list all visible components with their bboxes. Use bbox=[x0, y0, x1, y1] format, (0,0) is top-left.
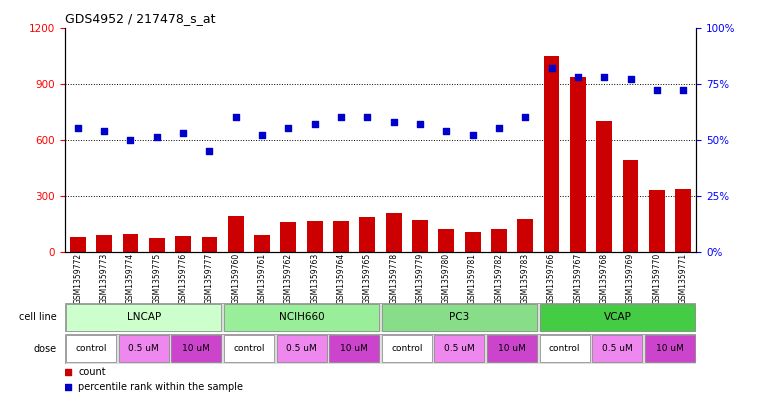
Text: control: control bbox=[233, 344, 265, 353]
Bar bbox=[330, 335, 379, 362]
Bar bbox=[592, 335, 642, 362]
Point bbox=[203, 147, 215, 154]
Bar bbox=[202, 237, 218, 252]
Bar bbox=[438, 229, 454, 252]
Bar bbox=[675, 189, 691, 252]
Bar bbox=[307, 221, 323, 252]
Bar bbox=[597, 121, 612, 252]
Text: 10 uM: 10 uM bbox=[656, 344, 684, 353]
Point bbox=[519, 114, 531, 120]
Point bbox=[677, 87, 689, 94]
Bar bbox=[487, 335, 537, 362]
Text: 0.5 uM: 0.5 uM bbox=[286, 344, 317, 353]
Text: 10 uM: 10 uM bbox=[340, 344, 368, 353]
Text: 10 uM: 10 uM bbox=[498, 344, 526, 353]
Bar bbox=[224, 335, 274, 362]
Point bbox=[238, 189, 250, 195]
Bar bbox=[70, 237, 86, 252]
Point bbox=[335, 114, 347, 120]
Bar bbox=[228, 216, 244, 252]
Point bbox=[309, 121, 321, 127]
Point bbox=[238, 326, 250, 332]
Bar bbox=[66, 304, 221, 331]
Bar bbox=[224, 304, 379, 331]
Text: VCAP: VCAP bbox=[603, 312, 632, 322]
Bar bbox=[276, 335, 326, 362]
Point bbox=[282, 125, 295, 131]
Point bbox=[440, 127, 452, 134]
Point bbox=[414, 121, 426, 127]
Point bbox=[361, 114, 374, 120]
Bar bbox=[540, 335, 590, 362]
Point bbox=[98, 127, 110, 134]
Bar bbox=[175, 236, 191, 252]
Bar bbox=[359, 217, 375, 252]
Point bbox=[230, 114, 242, 120]
Text: count: count bbox=[78, 367, 106, 377]
Text: PC3: PC3 bbox=[449, 312, 470, 322]
Bar bbox=[382, 304, 537, 331]
Bar bbox=[96, 235, 112, 252]
Point bbox=[256, 132, 268, 138]
Bar bbox=[543, 55, 559, 252]
Point bbox=[572, 73, 584, 80]
Bar bbox=[281, 222, 296, 252]
Point bbox=[151, 134, 163, 140]
Bar bbox=[435, 335, 485, 362]
Text: GDS4952 / 217478_s_at: GDS4952 / 217478_s_at bbox=[65, 12, 215, 25]
Bar bbox=[491, 229, 507, 252]
Point bbox=[598, 73, 610, 80]
Bar bbox=[465, 232, 480, 252]
Text: NCIH660: NCIH660 bbox=[279, 312, 324, 322]
Point bbox=[493, 125, 505, 131]
Text: dose: dose bbox=[33, 344, 57, 354]
Point bbox=[466, 132, 479, 138]
Bar bbox=[119, 335, 169, 362]
Bar bbox=[412, 220, 428, 252]
Point bbox=[546, 65, 558, 71]
Bar bbox=[171, 335, 221, 362]
Text: control: control bbox=[549, 344, 581, 353]
Bar bbox=[149, 237, 164, 252]
Point bbox=[72, 125, 84, 131]
Point bbox=[651, 87, 663, 94]
Bar bbox=[622, 160, 638, 252]
Bar bbox=[540, 304, 695, 331]
Text: control: control bbox=[391, 344, 422, 353]
Bar bbox=[645, 335, 695, 362]
Point bbox=[625, 76, 637, 82]
Text: 10 uM: 10 uM bbox=[183, 344, 210, 353]
Text: cell line: cell line bbox=[19, 312, 57, 322]
Text: percentile rank within the sample: percentile rank within the sample bbox=[78, 382, 244, 393]
Bar bbox=[123, 234, 139, 252]
Bar bbox=[517, 219, 533, 252]
Bar bbox=[333, 221, 349, 252]
Bar bbox=[382, 335, 431, 362]
Bar bbox=[254, 235, 270, 252]
Text: 0.5 uM: 0.5 uM bbox=[602, 344, 632, 353]
Text: LNCAP: LNCAP bbox=[126, 312, 161, 322]
Bar bbox=[386, 213, 402, 252]
Point bbox=[387, 118, 400, 125]
Point bbox=[177, 130, 189, 136]
Bar bbox=[570, 77, 586, 252]
Text: 0.5 uM: 0.5 uM bbox=[444, 344, 475, 353]
Text: control: control bbox=[75, 344, 107, 353]
Bar bbox=[66, 335, 116, 362]
Bar bbox=[649, 190, 665, 252]
Point bbox=[124, 136, 136, 143]
Text: 0.5 uM: 0.5 uM bbox=[129, 344, 159, 353]
